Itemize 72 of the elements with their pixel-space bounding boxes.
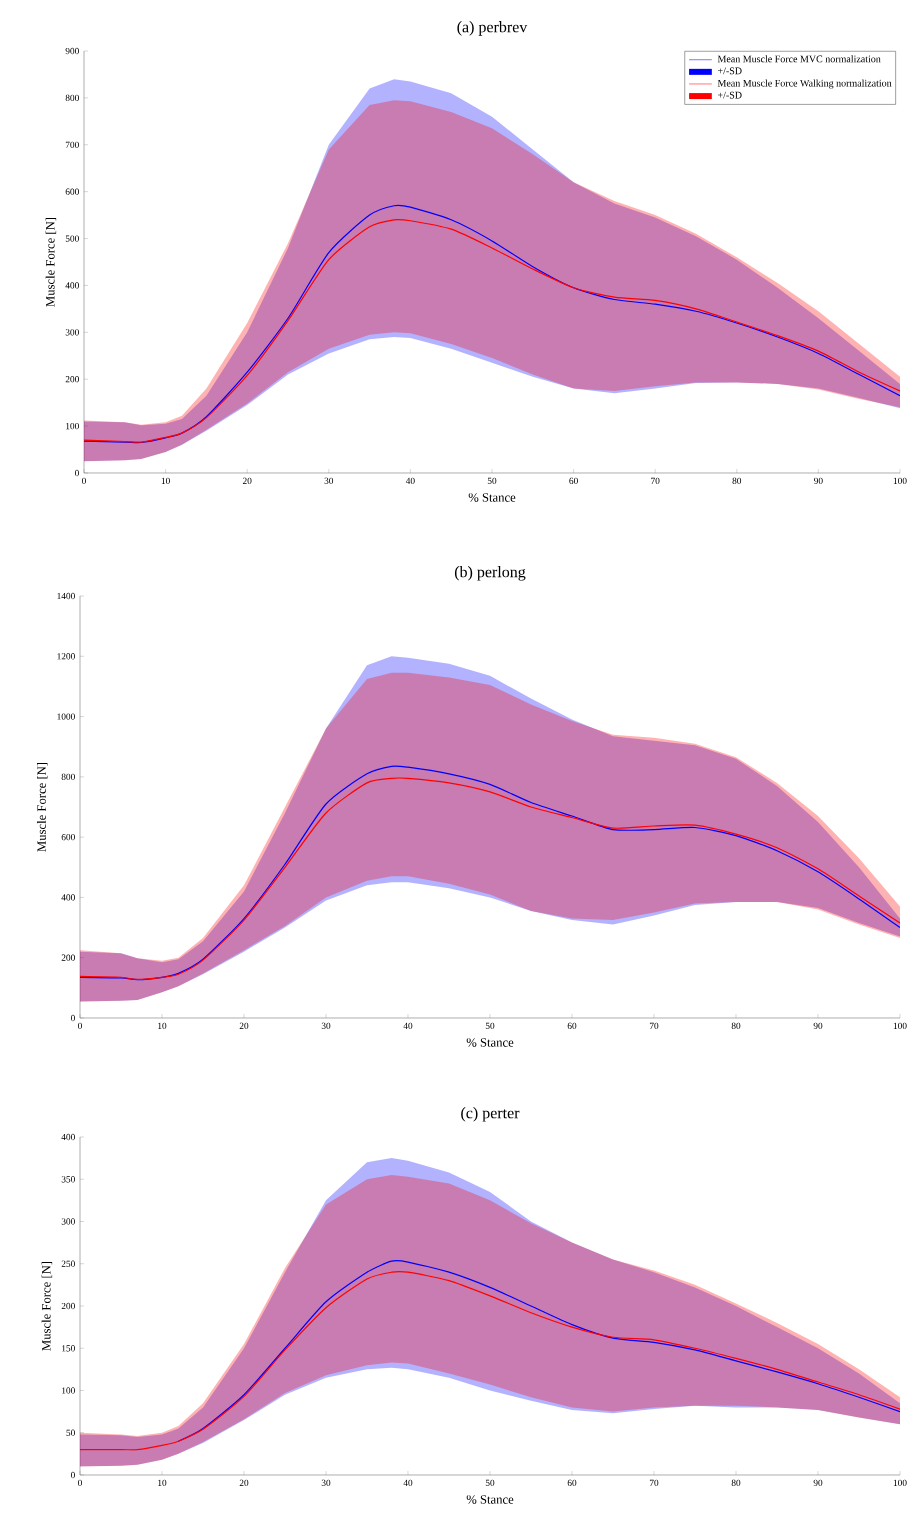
x-tick-label: 60 <box>569 477 578 484</box>
y-tick-label: 400 <box>61 1133 75 1141</box>
y-tick-label: 300 <box>61 1218 75 1225</box>
y-tick-label: 500 <box>65 235 79 242</box>
y-axis-title: Muscle Force [N] <box>36 762 48 852</box>
x-tick-label: 90 <box>814 477 823 484</box>
x-tick-label: 40 <box>403 1479 413 1486</box>
x-tick-label: 30 <box>321 1022 331 1029</box>
x-tick-label: 90 <box>813 1479 823 1486</box>
y-tick-label: 700 <box>65 141 79 148</box>
legend-label: Mean Muscle Force MVC normalization <box>717 55 881 63</box>
y-tick-label: 0 <box>70 1471 75 1479</box>
x-tick-label: 10 <box>161 477 170 484</box>
x-tick-label: 10 <box>158 1022 167 1029</box>
y-tick-label: 200 <box>61 954 75 961</box>
y-tick-label: 150 <box>62 1345 75 1352</box>
y-tick-label: 400 <box>65 282 79 289</box>
x-tick-label: 20 <box>239 1479 249 1486</box>
y-tick-label: 900 <box>65 47 79 55</box>
chart-title: (a) perbrev <box>457 21 528 36</box>
x-tick-label: 80 <box>732 477 742 484</box>
annotation: +/-SD <box>718 67 742 75</box>
y-axis-title: Muscle Force [N] <box>41 1261 53 1351</box>
x-tick-label: 70 <box>649 1022 659 1029</box>
y-tick-label: 1400 <box>57 592 75 600</box>
x-tick-label: 50 <box>487 477 497 484</box>
x-tick-label: 50 <box>485 1022 495 1029</box>
x-tick-label: 30 <box>324 477 334 484</box>
x-tick-label: 70 <box>649 1479 659 1486</box>
y-tick-label: 1000 <box>57 713 75 720</box>
x-tick-label: 10 <box>158 1479 167 1486</box>
chart-title: (c) perter <box>461 1107 520 1122</box>
x-tick-label: 100 <box>893 1022 907 1029</box>
x-tick-label: 70 <box>651 477 660 484</box>
x-tick-label: 20 <box>239 1022 249 1029</box>
x-tick-label: 100 <box>893 1479 907 1486</box>
x-tick-label: 80 <box>731 1022 741 1029</box>
x-tick-label: 30 <box>321 1479 331 1486</box>
y-tick-label: 800 <box>61 773 75 780</box>
legend-label: Mean Muscle Force Walking normalization <box>717 79 892 89</box>
y-tick-label: 0 <box>74 469 79 477</box>
chart-title: (b) perlong <box>454 566 526 581</box>
x-tick-label: 40 <box>405 477 415 484</box>
y-tick-label: 350 <box>61 1176 75 1183</box>
x-tick-label: 20 <box>242 477 252 484</box>
x-axis-title: % Stance <box>466 1495 514 1504</box>
line-series <box>80 1271 900 1451</box>
x-axis-title: % Stance <box>468 493 516 502</box>
y-tick-label: 200 <box>65 376 79 383</box>
annotation: +/-SD <box>718 91 742 99</box>
x-tick-label: 90 <box>813 1022 823 1029</box>
y-tick-label: 300 <box>65 329 79 336</box>
y-tick-label: 600 <box>65 188 79 195</box>
x-tick-label: 80 <box>731 1479 741 1486</box>
y-tick-label: 50 <box>66 1429 75 1436</box>
y-tick-label: 100 <box>66 422 79 430</box>
x-tick-label: 60 <box>567 1022 577 1029</box>
y-axis-title: Muscle Force [N] <box>45 217 57 307</box>
y-tick-label: 100 <box>62 1387 75 1394</box>
x-tick-label: 0 <box>82 477 86 484</box>
x-axis-title: % Stance <box>466 1038 514 1047</box>
y-tick-label: 250 <box>61 1260 75 1267</box>
y-tick-label: 600 <box>61 833 75 841</box>
y-tick-label: 0 <box>70 1014 75 1022</box>
y-tick-label: 200 <box>61 1302 75 1310</box>
x-tick-label: 60 <box>567 1479 577 1486</box>
x-tick-label: 50 <box>485 1479 495 1486</box>
y-tick-label: 400 <box>61 894 75 901</box>
y-tick-label: 800 <box>65 94 79 102</box>
x-tick-label: 40 <box>403 1022 413 1029</box>
x-tick-label: 100 <box>893 477 907 484</box>
y-tick-label: 1200 <box>57 653 75 660</box>
